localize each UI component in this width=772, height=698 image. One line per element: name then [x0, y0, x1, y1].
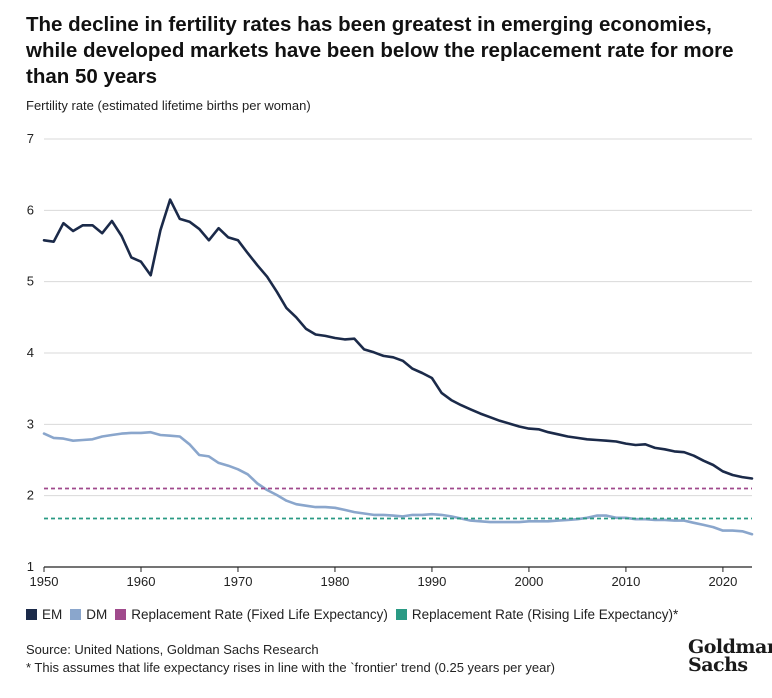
x-tick-label-1950: 1950 [30, 574, 59, 589]
legend-item-dm: DM [70, 607, 107, 622]
x-tick-label-2000: 2000 [514, 574, 543, 589]
legend-item-replacement-fixed: Replacement Rate (Fixed Life Expectancy) [115, 607, 388, 622]
x-tick-label-1980: 1980 [320, 574, 349, 589]
em-line [42, 198, 754, 480]
legend-swatch-dm [70, 609, 82, 620]
legend-swatch-replacement-rising [395, 609, 407, 620]
x-tick-label-1960: 1960 [127, 574, 156, 589]
legend-item-em: EM [26, 607, 62, 622]
y-tick-label-3: 3 [27, 416, 34, 431]
y-tick-label-6: 6 [27, 202, 34, 217]
legend-item-replacement-rising: Replacement Rate (Rising Life Expectancy… [395, 607, 679, 622]
y-tick-label-4: 4 [27, 345, 34, 360]
legend-swatch-em [26, 609, 37, 620]
chart-title: The decline in fertility rates has been … [26, 13, 734, 88]
fertility-line-chart: 1 2 3 4 5 6 7 1950 1960 1970 1980 1990 2000 2010 2020 [27, 131, 754, 589]
legend-label-em: EM [42, 607, 63, 622]
legend-swatch-replacement-fixed [115, 609, 127, 620]
legend-label-replacement-fixed: Replacement Rate (Fixed Life Expectancy) [131, 607, 388, 622]
logo-line-2: Sachs [688, 654, 748, 676]
logo-line-1: Goldman [688, 636, 772, 658]
source-note: Source: United Nations, Goldman Sachs Re… [26, 642, 319, 657]
x-tick-label-1990: 1990 [417, 574, 446, 589]
x-tick-label-1970: 1970 [224, 574, 253, 589]
x-tick-label-2020: 2020 [708, 574, 737, 589]
goldman-sachs-logo: Goldman Sachs [688, 636, 772, 676]
y-tick-label-7: 7 [27, 131, 34, 146]
y-axis-label: Fertility rate (estimated lifetime birth… [26, 98, 311, 113]
y-tick-label-5: 5 [27, 274, 34, 289]
x-tick-label-2010: 2010 [611, 574, 640, 589]
y-tick-label-2: 2 [27, 488, 34, 503]
legend-label-dm: DM [86, 607, 108, 622]
legend-label-replacement-rising: Replacement Rate (Rising Life Expectancy… [411, 607, 679, 622]
y-tick-label-1: 1 [27, 559, 34, 574]
footnote: * This assumes that life expectancy rise… [26, 660, 555, 675]
chart-legend: EM DM Replacement Rate (Fixed Life Expec… [26, 607, 686, 622]
